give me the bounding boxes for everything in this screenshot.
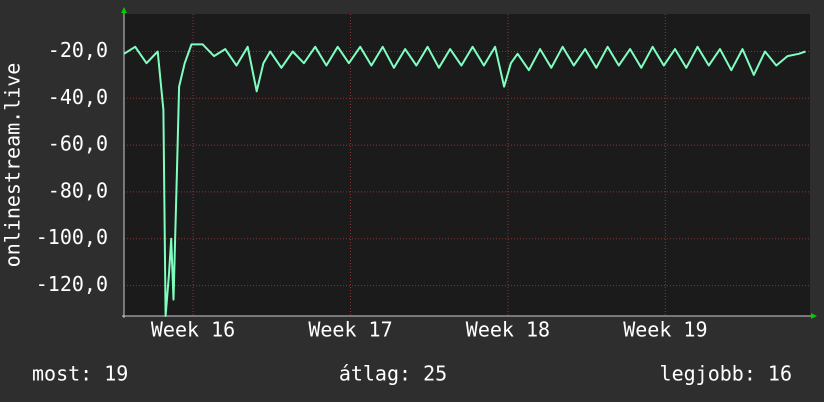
axis-arrow <box>811 313 817 319</box>
axis-arrow <box>121 7 127 13</box>
x-tick-label: Week 18 <box>466 318 550 342</box>
stat-best: legjobb: 16 <box>660 362 792 386</box>
y-tick-label: -120,0 <box>36 272 108 296</box>
y-tick-label: -40,0 <box>48 85 108 109</box>
y-tick-label: -100,0 <box>36 225 108 249</box>
x-tick-label: Week 17 <box>308 318 392 342</box>
y-axis-label: onlinestream.live <box>1 63 25 268</box>
plot-area <box>124 14 810 316</box>
stat-current: most: 19 <box>32 362 128 386</box>
y-tick-label: -60,0 <box>48 132 108 156</box>
x-tick-label: Week 16 <box>151 318 235 342</box>
y-tick-label: -20,0 <box>48 38 108 62</box>
x-tick-label: Week 19 <box>623 318 707 342</box>
stat-average: átlag: 25 <box>339 362 447 386</box>
data-line <box>123 43 806 317</box>
grid <box>124 14 810 316</box>
y-tick-label: -80,0 <box>48 178 108 202</box>
